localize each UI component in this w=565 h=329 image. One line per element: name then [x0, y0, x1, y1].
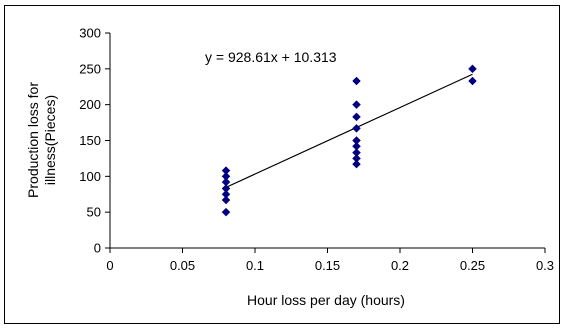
trendline-equation: y = 928.61x + 10.313 — [205, 49, 337, 65]
data-point — [352, 159, 361, 169]
y-axis-title: Production loss for illness(Pieces) — [25, 82, 58, 198]
x-tick-label: 0.3 — [536, 258, 554, 273]
data-point — [352, 112, 361, 122]
data-point — [352, 136, 361, 145]
trendline-group — [225, 73, 473, 188]
data-point — [221, 184, 231, 193]
data-point — [352, 148, 361, 158]
data-point — [221, 166, 231, 175]
data-point — [221, 189, 231, 199]
data-point — [352, 141, 361, 151]
trendline — [225, 73, 473, 188]
x-tick-label: 0.1 — [246, 258, 264, 273]
y-tick-label: 50 — [87, 205, 101, 220]
y-axis-title-line-2: illness(Pieces) — [42, 95, 58, 185]
data-point — [468, 76, 477, 86]
data-point — [221, 207, 231, 217]
y-tick-label: 150 — [79, 133, 101, 148]
data-point — [221, 171, 231, 181]
x-tick-label: 0.15 — [315, 258, 340, 273]
data-points — [221, 64, 477, 217]
x-tick-label: 0.2 — [391, 258, 409, 273]
y-axis-title-line-1: Production loss for — [25, 82, 41, 198]
y-tick-label: 200 — [79, 97, 101, 112]
data-point — [352, 123, 361, 133]
data-point — [221, 177, 231, 187]
x-tick-label: 0.25 — [460, 258, 485, 273]
data-point — [352, 100, 361, 110]
data-point — [352, 154, 361, 163]
y-tick-label: 0 — [94, 241, 101, 256]
y-tick-label: 300 — [79, 26, 101, 41]
data-point — [352, 76, 361, 86]
x-tick-label: 0 — [106, 258, 113, 273]
chart-frame — [4, 5, 560, 324]
x-tick-label: 0.05 — [170, 258, 195, 273]
x-axis-title: Hour loss per day (hours) — [247, 292, 405, 308]
axes: 0 50 100 150 200 250 300 0 0.05 0.1 0.15 0.2 0.25 0.3 — [79, 26, 554, 274]
y-tick-label: 100 — [79, 169, 101, 184]
data-point — [221, 195, 231, 205]
data-point — [468, 64, 477, 74]
y-tick-label: 250 — [79, 61, 101, 76]
